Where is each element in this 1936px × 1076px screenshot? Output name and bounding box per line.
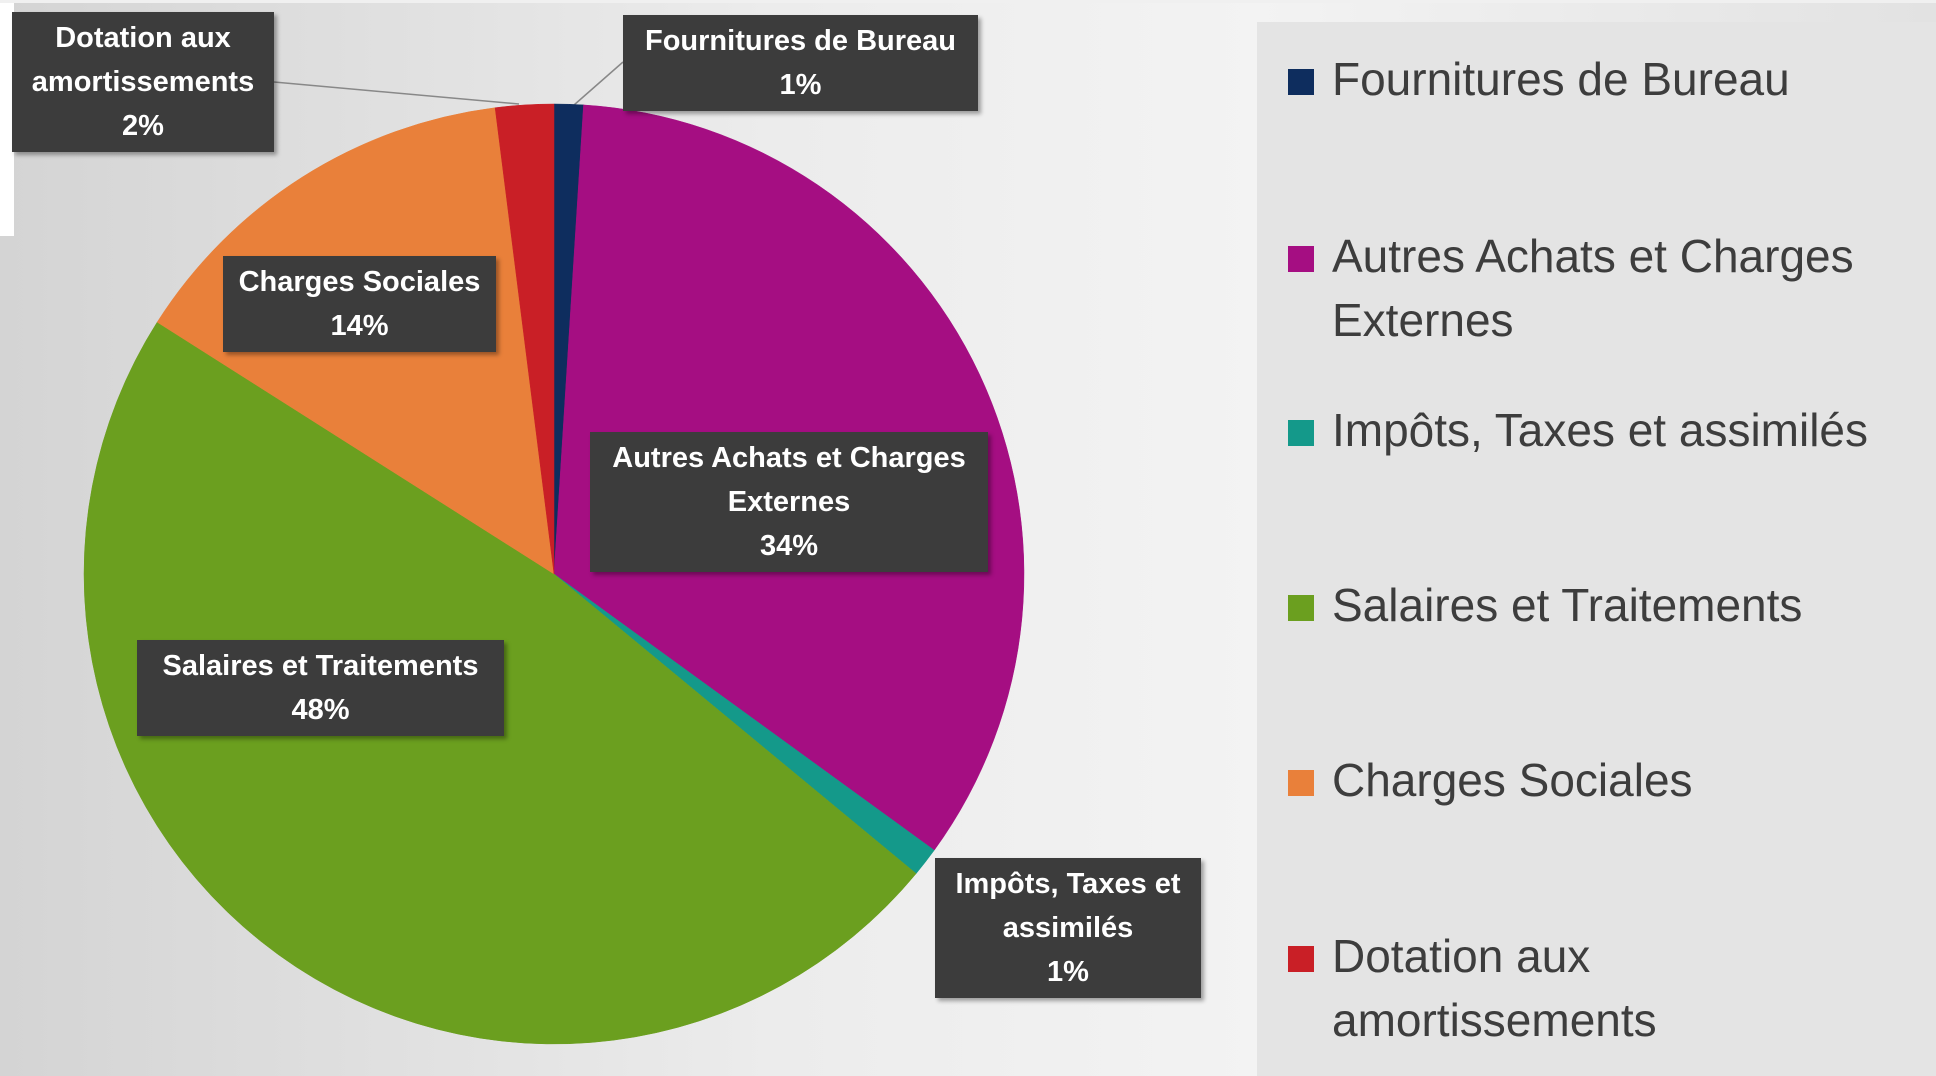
data-label-name: Dotation aux amortissements — [31, 22, 255, 98]
data-label-value: 2% — [122, 110, 164, 142]
top-border — [0, 0, 1936, 3]
legend-swatch — [1288, 246, 1314, 272]
data-label: Charges Sociales 14% — [223, 256, 496, 352]
legend-label: Salaires et Traitements — [1332, 579, 1803, 631]
legend-label: Fournitures de Bureau — [1332, 53, 1790, 105]
data-label: Dotation aux amortissements 2% — [12, 12, 274, 152]
data-label-name: Fournitures de Bureau — [645, 25, 956, 57]
data-label-name: Impôts, Taxes et assimilés — [955, 868, 1181, 944]
legend: Fournitures de Bureau Autres Achats et Ch… — [1257, 22, 1936, 1076]
legend-label: Autres Achats et Charges Externes — [1332, 230, 1854, 346]
data-label-name: Charges Sociales — [238, 266, 481, 298]
legend-swatch — [1288, 420, 1314, 446]
legend-swatch — [1288, 946, 1314, 972]
data-label: Autres Achats et Charges Externes 34% — [590, 432, 988, 572]
legend-swatch — [1288, 770, 1314, 796]
background-patch — [0, 0, 14, 236]
data-label: Impôts, Taxes et assimilés 1% — [935, 858, 1201, 998]
data-label: Fournitures de Bureau 1% — [623, 15, 978, 111]
data-label-name: Autres Achats et Charges Externes — [612, 442, 966, 518]
leader-line — [573, 61, 624, 106]
legend-label: Charges Sociales — [1332, 754, 1693, 806]
legend-swatch — [1288, 595, 1314, 621]
data-label-name: Salaires et Traitements — [162, 650, 479, 682]
data-label-value: 1% — [779, 69, 822, 101]
data-label: Salaires et Traitements 48% — [137, 640, 504, 736]
legend-swatch — [1288, 69, 1314, 95]
legend-label: Dotation aux amortissements — [1332, 930, 1657, 1046]
data-label-value: 48% — [291, 694, 350, 726]
legend-label: Impôts, Taxes et assimilés — [1332, 404, 1869, 456]
data-label-value: 1% — [1047, 956, 1089, 988]
pie-slice — [494, 103, 555, 575]
data-label-value: 14% — [330, 310, 389, 342]
leader-line — [273, 81, 520, 105]
data-label-value: 34% — [759, 530, 819, 562]
